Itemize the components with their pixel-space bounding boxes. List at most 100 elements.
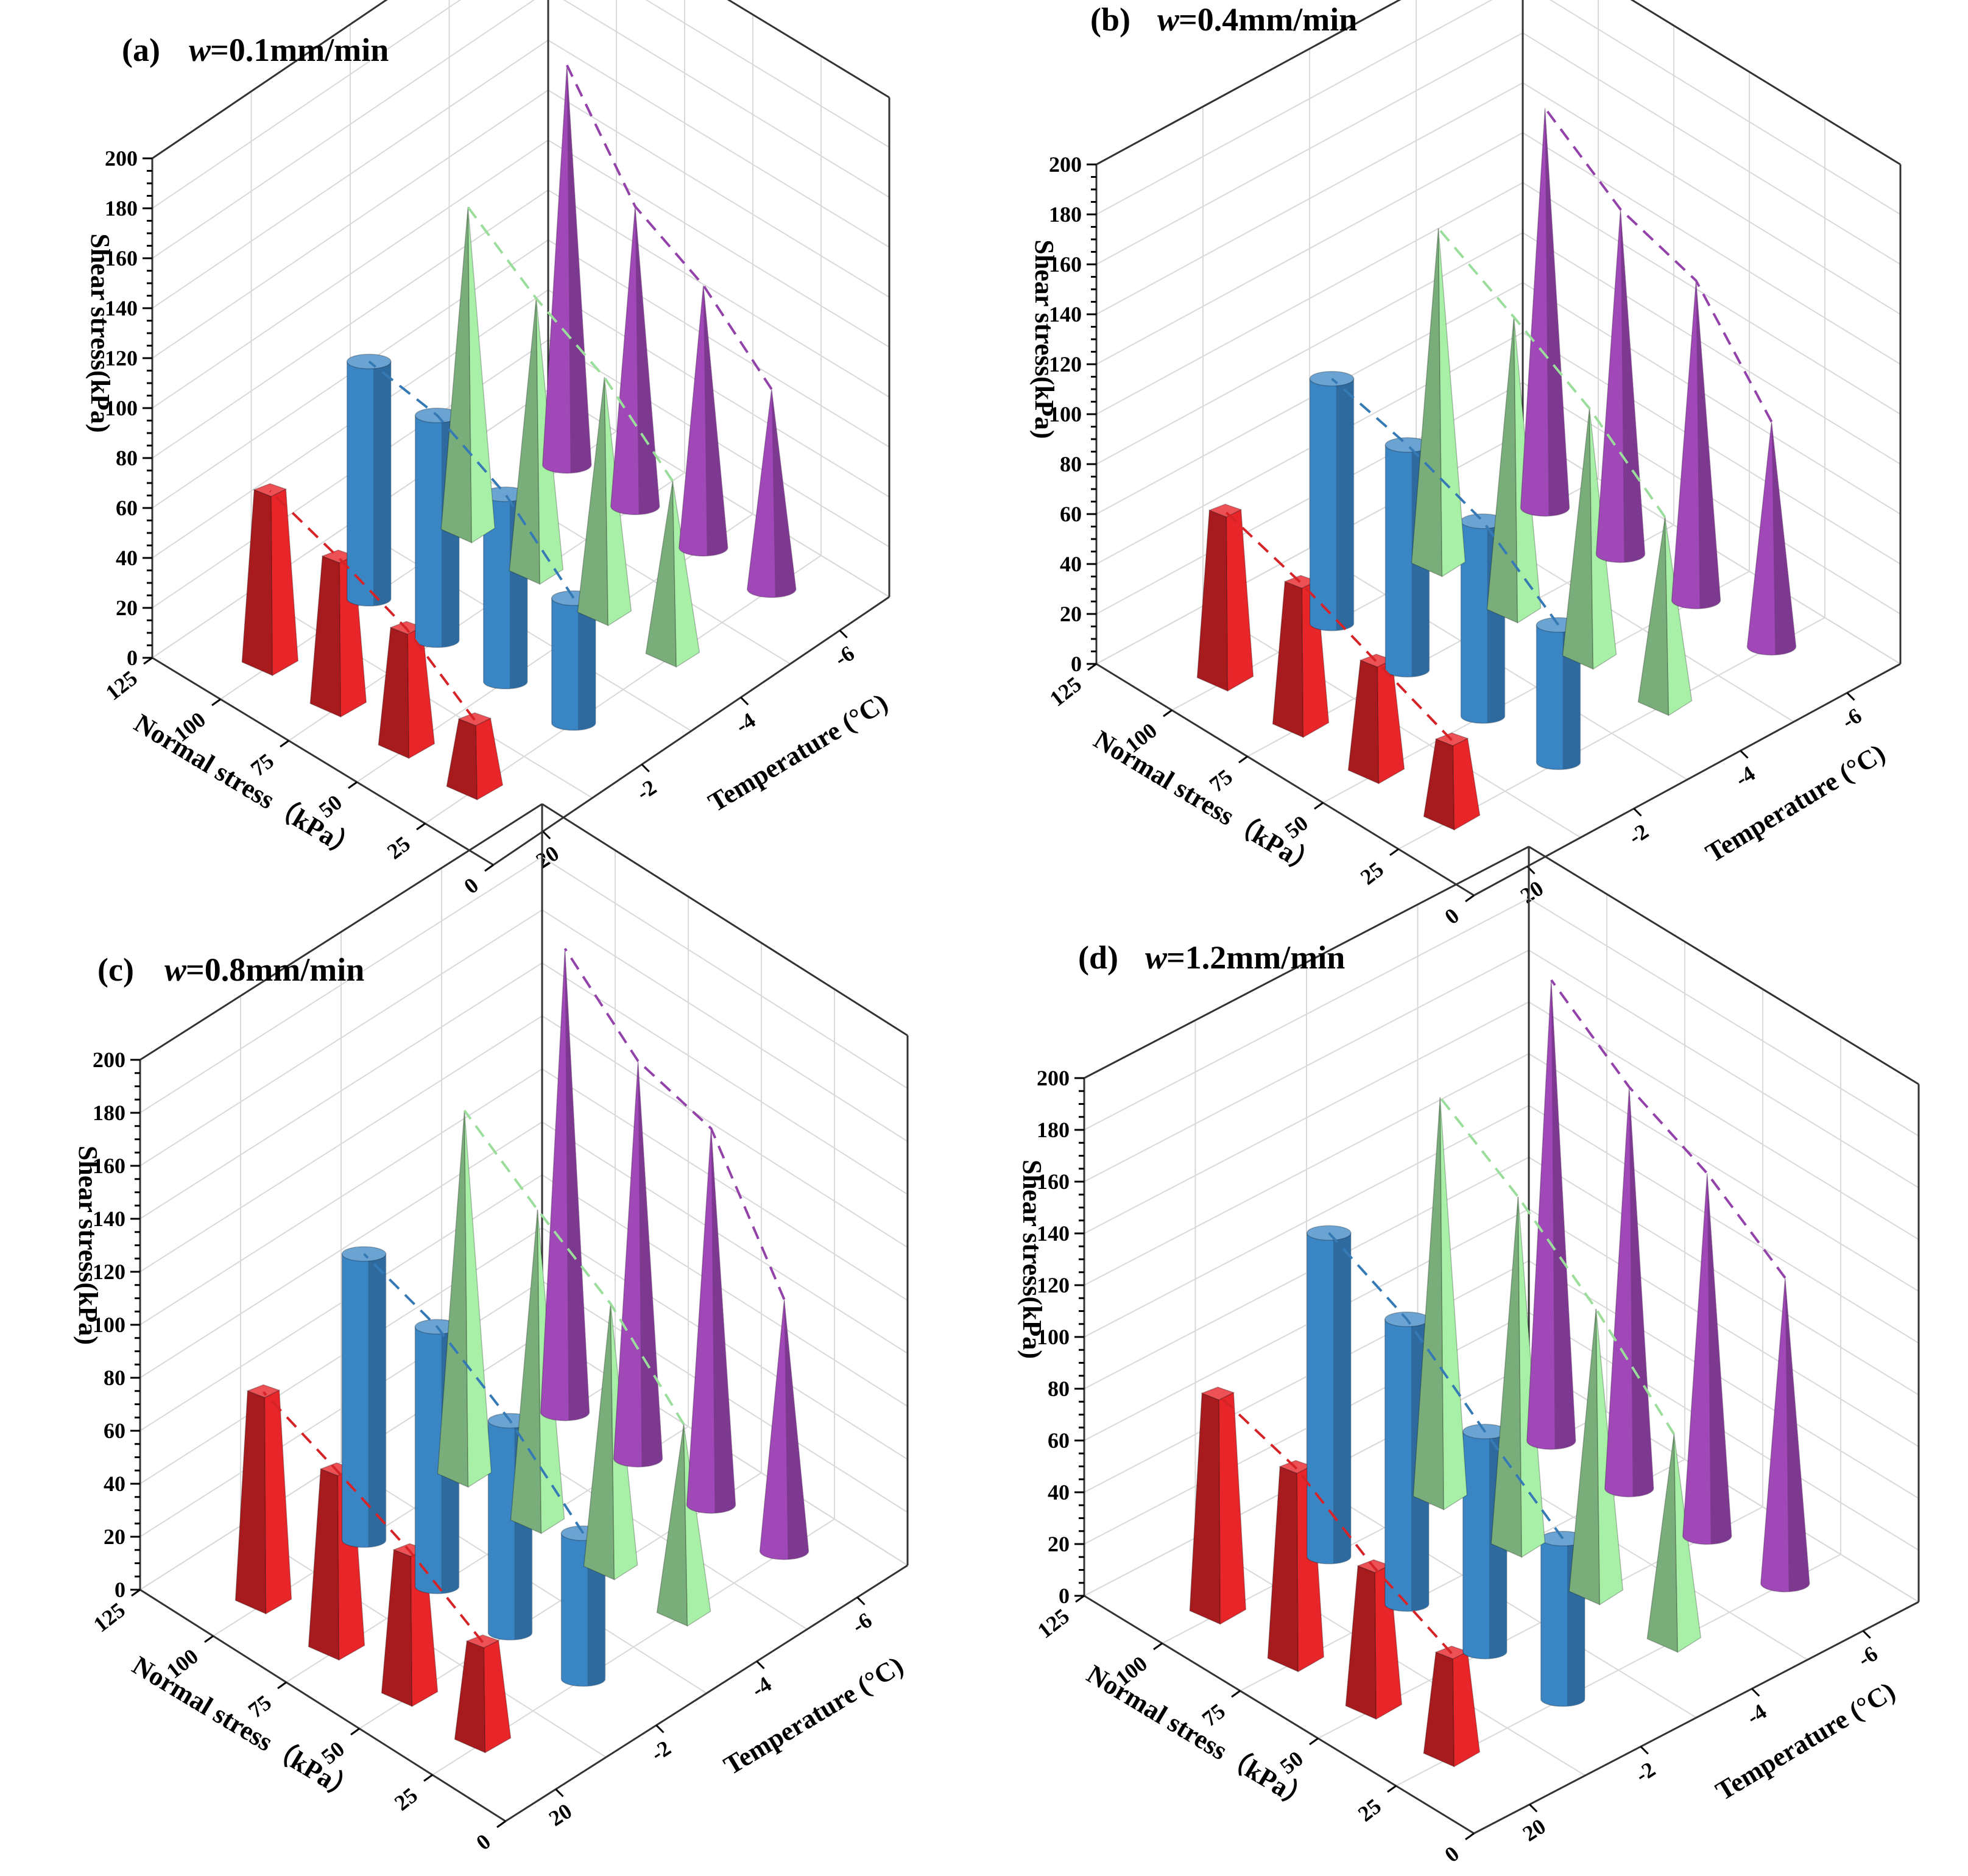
frustum-left-face bbox=[1196, 509, 1229, 692]
cone-shade bbox=[1551, 980, 1576, 1450]
x-tick-label: 125 bbox=[89, 1598, 130, 1637]
z-tick-label: 60 bbox=[104, 1419, 125, 1443]
x-axis-title: Normal stress（kPa） bbox=[127, 1650, 362, 1808]
bar-square-frustum-20C-25kPa bbox=[454, 1634, 512, 1754]
cone-shade bbox=[784, 1299, 809, 1560]
bar-cone--6C-25kPa bbox=[1760, 1277, 1810, 1593]
z-tick-label: 180 bbox=[93, 1101, 125, 1125]
panel-label: (d) bbox=[1078, 939, 1118, 976]
z-tick-label: 160 bbox=[1037, 1169, 1070, 1194]
frustum-left-face bbox=[1345, 1565, 1377, 1720]
y-tick-mark bbox=[1740, 750, 1749, 759]
z-tick-label: 40 bbox=[1060, 552, 1082, 576]
cone-shade bbox=[1696, 280, 1721, 609]
x-tick-mark bbox=[1314, 802, 1324, 810]
z-axis-title: Shear stress(kPa) bbox=[1017, 1160, 1047, 1359]
x-tick-label: 0 bbox=[1440, 1841, 1464, 1867]
wall-grid-line bbox=[1631, 0, 1901, 165]
bar-cone--6C-50kPa bbox=[1682, 1173, 1732, 1545]
wall-grid-line bbox=[541, 962, 908, 1195]
y-tick-mark bbox=[1529, 1804, 1538, 1813]
speed-variable: w bbox=[164, 951, 187, 988]
panel-label: (b) bbox=[1090, 1, 1130, 38]
wall-grid-line bbox=[1522, 132, 1901, 365]
axis-frame-edge bbox=[1630, 0, 1901, 166]
wall-grid-line bbox=[541, 1174, 908, 1407]
bar-marks bbox=[241, 65, 797, 801]
wall-grid-line bbox=[548, 40, 890, 248]
bar-square-frustum-20C-25kPa bbox=[1423, 732, 1481, 831]
z-axis: 0 20 40 60 80 100 120 140 160 180 200 bbox=[1037, 1066, 1084, 1608]
bar-marks bbox=[235, 948, 809, 1754]
panel-title: (c) w=0.8mm/min bbox=[97, 951, 364, 988]
frustum-right-face bbox=[475, 718, 504, 801]
x-tick-mark bbox=[350, 1727, 360, 1736]
frustum-left-face bbox=[241, 488, 273, 677]
bar-pyramid--4C-25kPa bbox=[1646, 1434, 1702, 1653]
frustum-right-face bbox=[1226, 509, 1254, 692]
y-tick-label: 20 bbox=[532, 841, 563, 873]
bar-cone--6C-100kPa bbox=[540, 948, 590, 1422]
y-tick-mark bbox=[756, 1660, 765, 1670]
wall-grid-line bbox=[1528, 898, 1919, 1137]
wall-grid-line bbox=[541, 856, 908, 1089]
x-tick-mark bbox=[280, 739, 289, 748]
z-tick-label: 40 bbox=[104, 1472, 125, 1496]
x-tick-mark bbox=[1238, 755, 1248, 764]
wall-grid-line bbox=[1528, 1105, 1919, 1344]
frustum-top-face bbox=[246, 1384, 281, 1398]
z-tick-label: 120 bbox=[93, 1260, 125, 1284]
y-tick-label: 20 bbox=[1516, 876, 1548, 908]
cone-shade bbox=[711, 1128, 736, 1514]
pyramid-left-face bbox=[1568, 1308, 1601, 1606]
bar-cone--6C-100kPa bbox=[541, 65, 592, 474]
trend-line--6 bbox=[563, 948, 786, 1300]
bar-cone--6C-50kPa bbox=[678, 285, 728, 557]
wall-grid-line bbox=[1528, 1208, 1919, 1447]
wall-grid-line bbox=[1522, 332, 1901, 565]
x-tick-label: 125 bbox=[101, 666, 142, 705]
bar-cylinder--2C-100kPa bbox=[347, 353, 392, 607]
x-tick-mark bbox=[211, 698, 221, 707]
x-axis-title: Normal stress（kPa） bbox=[1082, 1659, 1317, 1817]
cone-shade bbox=[638, 1061, 663, 1467]
bar-square-frustum-20C-100kPa bbox=[1189, 1386, 1247, 1625]
z-tick-label: 180 bbox=[1037, 1118, 1070, 1142]
grid bbox=[152, 0, 890, 866]
trend-line-20 bbox=[269, 490, 476, 721]
axis-frame-edge bbox=[493, 596, 890, 866]
x-tick-label: 25 bbox=[1353, 1794, 1386, 1827]
x-tick-mark bbox=[1309, 1737, 1319, 1746]
z-tick-label: 0 bbox=[127, 646, 138, 670]
bar-cone--6C-75kPa bbox=[610, 206, 660, 515]
wall-grid-line bbox=[548, 139, 890, 348]
wall-grid-line bbox=[1528, 1260, 1919, 1499]
panel-label: (a) bbox=[122, 32, 160, 68]
bar-cylinder--2C-100kPa bbox=[1309, 370, 1355, 632]
z-tick-label: 100 bbox=[1037, 1325, 1070, 1349]
x-tick-label: 25 bbox=[390, 1783, 422, 1816]
pyramid-left-face bbox=[440, 206, 473, 544]
frustum-left-face bbox=[308, 1468, 340, 1661]
axis-frame-edge bbox=[152, 0, 388, 160]
wall-grid-line bbox=[541, 909, 908, 1142]
wall-grid-line bbox=[1522, 32, 1901, 265]
x-tick-mark bbox=[1231, 1690, 1241, 1698]
z-tick-label: 180 bbox=[1049, 202, 1082, 227]
frustum-left-face bbox=[1189, 1392, 1221, 1625]
axis-frame-edge bbox=[541, 803, 908, 1037]
trend-lines bbox=[1224, 107, 1773, 741]
z-tick-label: 20 bbox=[1048, 1532, 1070, 1556]
cone-shade bbox=[565, 948, 590, 1421]
trend-line--2 bbox=[363, 1253, 585, 1534]
bar-pyramid--4C-25kPa bbox=[645, 481, 700, 668]
y-tick-mark bbox=[655, 1724, 665, 1733]
x-axis-title: Normal stress（kPa） bbox=[129, 708, 364, 866]
trend-line--4 bbox=[1437, 227, 1666, 518]
x-tick-label: 25 bbox=[1356, 857, 1388, 890]
wall-grid-line bbox=[563, 0, 890, 198]
y-tick-mark bbox=[1862, 1630, 1871, 1639]
cone-shade bbox=[1545, 108, 1570, 517]
frustum-right-face bbox=[270, 488, 299, 677]
